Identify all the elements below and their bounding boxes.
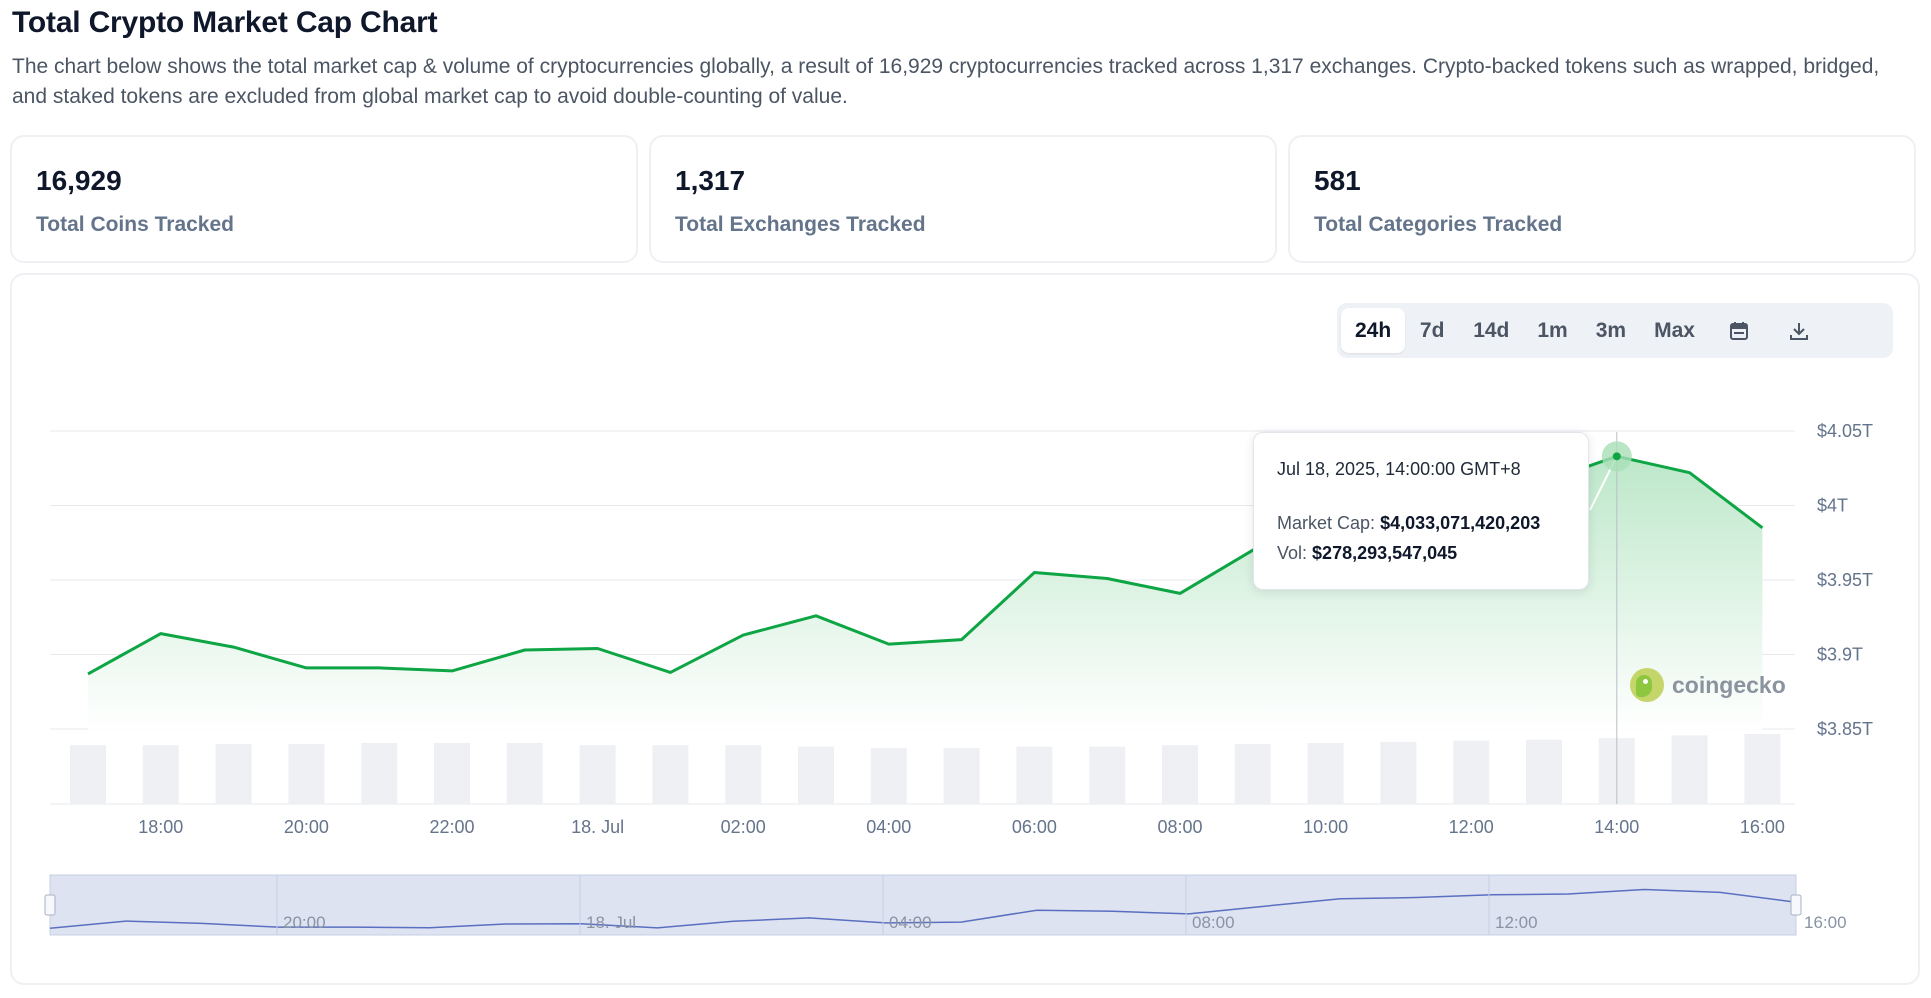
range-max-button[interactable]: Max: [1654, 318, 1695, 342]
x-tick-label: 06:00: [1012, 817, 1057, 837]
tooltip-volume: Vol: $278,293,547,045: [1277, 543, 1457, 564]
page-title: Total Crypto Market Cap Chart: [12, 6, 438, 39]
volume-bar: [798, 746, 834, 804]
volume-bar: [943, 748, 980, 804]
coingecko-logo-icon: [1630, 668, 1664, 702]
calendar-button[interactable]: [1709, 308, 1769, 353]
x-tick-label: 14:00: [1594, 817, 1639, 837]
volume-bar: [1089, 746, 1126, 804]
x-tick-label: 22:00: [429, 817, 474, 837]
calendar-icon: [1729, 321, 1748, 340]
volume-bar: [870, 748, 907, 804]
volume-bar: [1744, 734, 1781, 804]
stat-value: 1,317: [675, 165, 746, 196]
x-tick-label: 16:00: [1740, 817, 1785, 837]
time-range-selector: 24h 7d 14d 1m 3m Max: [1337, 303, 1893, 358]
volume-bar: [1526, 739, 1562, 804]
y-tick-label: $3.85T: [1817, 719, 1873, 739]
volume-bar: [652, 745, 689, 804]
navigator-right-handle[interactable]: [1790, 894, 1802, 916]
coingecko-watermark: coingecko: [1630, 668, 1786, 702]
volume-bar: [506, 742, 543, 804]
navigator-label: 18. Jul: [586, 913, 636, 932]
x-tick-label: 12:00: [1449, 817, 1494, 837]
y-tick-label: $4T: [1817, 496, 1848, 516]
volume-bar: [70, 745, 106, 804]
y-tick-label: $4.05T: [1817, 421, 1873, 441]
tooltip-market-cap-label: Market Cap:: [1277, 513, 1376, 533]
highlight-point: [1612, 452, 1621, 461]
x-tick-label: 08:00: [1157, 817, 1202, 837]
x-tick-label: 02:00: [721, 817, 766, 837]
stat-value: 581: [1314, 165, 1361, 196]
tooltip-date: Jul 18, 2025, 14:00:00 GMT+8: [1277, 459, 1521, 479]
tooltip-volume-value: $278,293,547,045: [1312, 543, 1458, 563]
stat-card-categories: 581 Total Categories Tracked: [1288, 135, 1916, 263]
download-icon: [1789, 322, 1808, 340]
navigator-window: [49, 874, 1797, 936]
x-tick-label: 18:00: [138, 817, 183, 837]
volume-bar: [579, 745, 616, 804]
volume-bar: [1453, 740, 1490, 804]
navigator-label: 04:00: [889, 913, 932, 932]
volume-bar: [1671, 735, 1708, 804]
volume-bar: [1016, 746, 1053, 804]
range-7d-button[interactable]: 7d: [1419, 318, 1445, 342]
y-tick-label: $3.9T: [1817, 645, 1863, 665]
volume-bar: [215, 744, 252, 804]
volume-bar: [288, 744, 325, 804]
watermark-text: coingecko: [1672, 671, 1786, 698]
x-tick-label: 18. Jul: [571, 817, 624, 837]
range-1m-button[interactable]: 1m: [1537, 318, 1568, 342]
stat-label: Total Categories Tracked: [1314, 213, 1563, 236]
volume-bar: [142, 745, 179, 804]
y-tick-label: $3.95T: [1817, 570, 1873, 590]
stat-value: 16,929: [36, 165, 122, 196]
tooltip-market-cap-value: $4,033,071,420,203: [1380, 513, 1541, 533]
x-tick-label: 20:00: [284, 817, 329, 837]
stat-label: Total Exchanges Tracked: [675, 213, 926, 236]
range-24h-button[interactable]: 24h: [1341, 308, 1406, 353]
x-tick-label: 04:00: [866, 817, 911, 837]
volume-bar: [1380, 741, 1417, 804]
navigator-label: 20:00: [283, 913, 326, 932]
tooltip-market-cap: Market Cap: $4,033,071,420,203: [1277, 513, 1540, 534]
volume-bar: [1307, 742, 1344, 804]
page-description: The chart below shows the total market c…: [12, 55, 1880, 108]
navigator-line: [49, 888, 1797, 929]
navigator-label: 12:00: [1495, 913, 1538, 932]
volume-bar: [725, 745, 762, 804]
range-3m-button[interactable]: 3m: [1595, 318, 1627, 342]
volume-bar: [1162, 745, 1198, 804]
navigator-label: 08:00: [1192, 913, 1235, 932]
chart-tooltip: Jul 18, 2025, 14:00:00 GMT+8 Market Cap:…: [1253, 432, 1589, 590]
stat-card-coins: 16,929 Total Coins Tracked: [10, 135, 638, 263]
volume-bar: [434, 742, 470, 804]
navigator-left-handle[interactable]: [44, 894, 56, 916]
volume-bar: [361, 742, 398, 804]
navigator-label: 16:00: [1804, 913, 1847, 932]
stat-label: Total Coins Tracked: [36, 213, 234, 236]
tooltip-volume-label: Vol:: [1277, 543, 1308, 563]
x-tick-label: 10:00: [1303, 817, 1348, 837]
range-14d-button[interactable]: 14d: [1473, 318, 1510, 342]
volume-bar: [1234, 744, 1271, 804]
stat-card-exchanges: 1,317 Total Exchanges Tracked: [649, 135, 1277, 263]
download-button[interactable]: [1769, 308, 1829, 353]
